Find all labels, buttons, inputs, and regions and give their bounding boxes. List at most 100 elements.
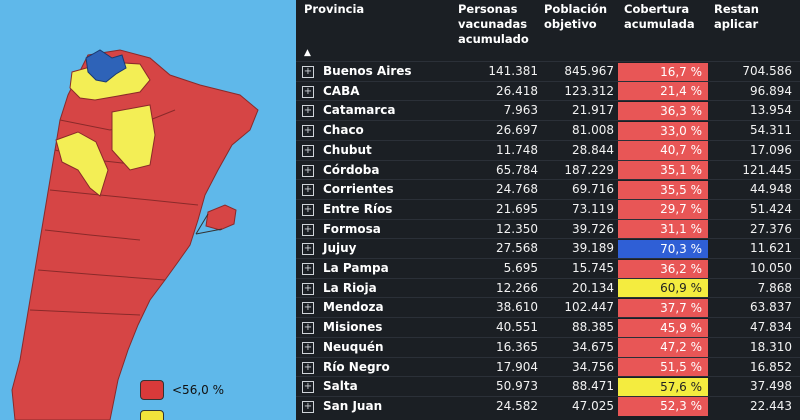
cell-restan: 47.834 [750, 320, 792, 335]
map-region-low[interactable] [11, 49, 259, 420]
cell-provincia: Neuquén [323, 339, 384, 354]
expand-row-icon[interactable]: + [302, 105, 314, 118]
table-row[interactable]: + Neuquén 16.365 34.675 18.310 47,2 % [296, 336, 800, 358]
cell-cobertura: 51,5 % [660, 360, 702, 374]
cell-vacunadas: 5.695 [503, 261, 538, 275]
cell-restan: 11.621 [750, 241, 792, 256]
coverage-cell: 31,1 % [618, 220, 708, 239]
table-row[interactable]: + Chaco 26.697 81.008 54.311 33,0 % [296, 120, 800, 141]
table-row[interactable]: + La Rioja 12.266 20.134 7.868 60,9 % [296, 277, 800, 299]
cell-vacunadas: 27.568 [496, 241, 538, 256]
table-row[interactable]: + Jujuy 27.568 39.189 11.621 70,3 % [296, 238, 800, 259]
cell-restan: 7.868 [757, 280, 792, 295]
cell-poblacion: 69.716 [572, 182, 614, 197]
cell-vacunadas: 26.697 [496, 123, 538, 138]
cell-vacunadas: 16.365 [496, 339, 538, 354]
map-panel: <56,0 % [0, 0, 296, 420]
coverage-cell: 29,7 % [618, 200, 708, 220]
table-row[interactable]: + CABA 26.418 123.312 96.894 21,4 % [296, 80, 800, 102]
coverage-cell: 40,7 % [618, 141, 708, 160]
expand-row-icon[interactable]: + [302, 322, 314, 335]
expand-row-icon[interactable]: + [302, 164, 314, 177]
table-row[interactable]: + La Pampa 5.695 15.745 10.050 36,2 % [296, 258, 800, 279]
cell-provincia: Chaco [323, 123, 364, 138]
cell-poblacion: 39.189 [572, 241, 614, 256]
table-row[interactable]: + Misiones 40.551 88.385 47.834 45,9 % [296, 317, 800, 338]
header-poblacion[interactable]: Población objetivo [544, 0, 620, 64]
expand-row-icon[interactable]: + [302, 85, 314, 98]
cell-cobertura: 45,9 % [660, 320, 702, 335]
expand-row-icon[interactable]: + [302, 223, 314, 236]
map-region-mid[interactable] [55, 131, 109, 197]
sort-ascending-icon[interactable]: ▲ [304, 48, 311, 58]
cell-poblacion: 47.025 [572, 398, 614, 413]
coverage-cell: 35,1 % [618, 161, 708, 180]
expand-row-icon[interactable]: + [302, 66, 314, 78]
cell-provincia: Buenos Aires [323, 64, 412, 78]
expand-row-icon[interactable]: + [302, 341, 314, 354]
header-label: Cobertura [624, 2, 690, 16]
map-region-island[interactable] [205, 204, 237, 231]
cell-poblacion: 20.134 [572, 280, 614, 295]
expand-row-icon[interactable]: + [302, 400, 314, 413]
table-row[interactable]: + Córdoba 65.784 187.229 121.445 35,1 % [296, 159, 800, 181]
cell-restan: 17.096 [750, 142, 792, 157]
header-cobertura[interactable]: Cobertura acumulada [624, 0, 708, 64]
table-row[interactable]: + Catamarca 7.963 21.917 13.954 36,3 % [296, 100, 800, 121]
cell-provincia: Córdoba [323, 162, 380, 177]
header-label: objetivo [544, 17, 597, 31]
table-row[interactable]: + Buenos Aires 141.381 845.967 704.586 16,7 % [296, 61, 800, 82]
expand-row-icon[interactable]: + [302, 263, 314, 275]
expand-row-icon[interactable]: + [302, 125, 314, 138]
cell-poblacion: 88.385 [572, 320, 614, 335]
table-row[interactable]: + Chubut 11.748 28.844 17.096 40,7 % [296, 139, 800, 161]
table-row[interactable]: + Río Negro 17.904 34.756 16.852 51,5 % [296, 356, 800, 378]
header-label: acumulada [624, 17, 695, 31]
table-row[interactable]: + Corrientes 24.768 69.716 44.948 35,5 % [296, 179, 800, 200]
coverage-cell: 16,7 % [618, 62, 708, 82]
expand-row-icon[interactable]: + [302, 381, 314, 394]
table-row[interactable]: + Entre Ríos 21.695 73.119 51.424 29,7 % [296, 198, 800, 220]
cell-provincia: Formosa [323, 221, 381, 236]
coverage-cell: 57,6 % [618, 377, 708, 397]
header-personas[interactable]: Personas vacunadas acumulado [458, 0, 548, 64]
expand-row-icon[interactable]: + [302, 184, 314, 197]
coverage-cell: 35,5 % [618, 180, 708, 200]
expand-row-icon[interactable]: + [302, 144, 314, 157]
header-provincia[interactable]: Provincia [304, 0, 444, 64]
expand-row-icon[interactable]: + [302, 243, 314, 256]
table-row[interactable]: + Salta 50.973 88.471 37.498 57,6 % [296, 376, 800, 397]
legend-item-low: <56,0 % [140, 380, 224, 400]
cell-restan: 54.311 [750, 123, 792, 138]
legend-swatch [140, 380, 164, 400]
cell-restan: 18.310 [750, 339, 792, 354]
cell-poblacion: 123.312 [564, 83, 614, 98]
map-region-high[interactable] [85, 49, 127, 83]
table-row[interactable]: + San Juan 24.582 47.025 22.443 52,3 % [296, 395, 800, 417]
cell-poblacion: 73.119 [572, 201, 614, 216]
expand-row-icon[interactable]: + [302, 282, 314, 295]
cell-poblacion: 81.008 [572, 123, 614, 138]
cell-vacunadas: 50.973 [496, 379, 538, 394]
cell-provincia: CABA [323, 83, 360, 98]
coverage-cell: 52,3 % [618, 397, 708, 417]
cell-poblacion: 34.675 [572, 339, 614, 354]
cell-poblacion: 34.756 [572, 359, 614, 374]
cell-poblacion: 102.447 [564, 300, 614, 315]
cell-provincia: Misiones [323, 320, 383, 335]
cell-cobertura: 35,5 % [660, 182, 702, 197]
header-restan[interactable]: Restan aplicar [714, 0, 794, 64]
cell-poblacion: 39.726 [572, 221, 614, 236]
expand-row-icon[interactable]: + [302, 302, 314, 315]
table-row[interactable]: + Mendoza 38.610 102.447 63.837 37,7 % [296, 297, 800, 318]
cell-vacunadas: 40.551 [496, 320, 538, 335]
cell-vacunadas: 17.904 [496, 359, 538, 374]
expand-row-icon[interactable]: + [302, 203, 314, 216]
coverage-cell: 60,9 % [618, 279, 708, 298]
expand-row-icon[interactable]: + [302, 361, 314, 374]
header-label: Provincia [304, 2, 365, 16]
legend-item-mid [140, 410, 172, 420]
map-region-mid[interactable] [111, 104, 156, 171]
table-row[interactable]: + Formosa 12.350 39.726 27.376 31,1 % [296, 218, 800, 240]
cell-vacunadas: 65.784 [496, 162, 538, 177]
